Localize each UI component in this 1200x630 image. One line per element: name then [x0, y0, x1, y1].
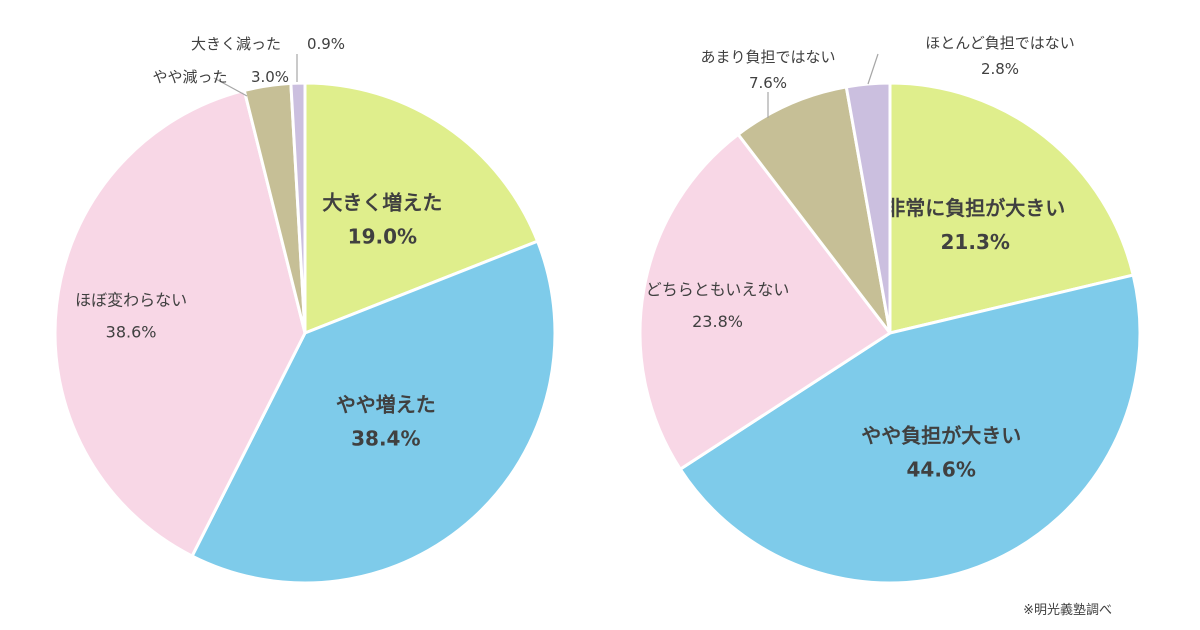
pie-chart-2: 非常に負担が大きい 21.3% やや負担が大きい 44.6% どちらともいえない 23.8…	[638, 34, 1142, 585]
pie-slice	[736, 85, 892, 334]
slice-label: やや増えた	[336, 393, 436, 417]
slice-value-label: 21.3%	[941, 230, 1010, 254]
slice-value-label: 23.8%	[692, 312, 743, 331]
pie-slice	[303, 81, 540, 336]
pie-slice	[678, 273, 1142, 585]
slice-label: ほとんど負担ではない	[925, 34, 1075, 52]
slice-label: あまり負担ではない	[700, 48, 835, 66]
slice-label: 非常に負担が大きい	[885, 196, 1065, 220]
slice-value-label: 7.6%	[749, 74, 787, 92]
source-note: ※明光義塾調べ	[1023, 603, 1112, 618]
pie-slice	[53, 88, 307, 559]
slice-value-label: 38.6%	[106, 323, 157, 342]
slice-label: 大きく減った	[191, 35, 281, 53]
pie-slice	[190, 239, 557, 585]
pie-slice	[289, 81, 307, 334]
slice-label: 大きく増えた	[322, 190, 442, 214]
leader-line	[867, 53, 879, 85]
slice-label: ほぼ変わらない	[75, 291, 187, 310]
pie-chart-1: 大きく増えた 19.0% やや増えた 38.4% ほぼ変わらない 38.6% やや減った 3.…	[53, 35, 557, 585]
slice-label: やや減った	[152, 68, 227, 86]
slice-value-label: 3.0%	[251, 68, 289, 86]
slice-value-label: 19.0%	[348, 224, 417, 248]
slice-value-label: 2.8%	[981, 60, 1019, 78]
slice-value-label: 44.6%	[907, 457, 976, 481]
slice-value-label: 38.4%	[351, 427, 420, 451]
leader-line	[213, 77, 248, 97]
slice-value-label: 0.9%	[307, 35, 345, 53]
slice-label: やや負担が大きい	[861, 423, 1021, 447]
pie-slice	[638, 132, 893, 472]
pie-slice	[888, 81, 1136, 335]
slice-label: どちらともいえない	[646, 280, 790, 299]
